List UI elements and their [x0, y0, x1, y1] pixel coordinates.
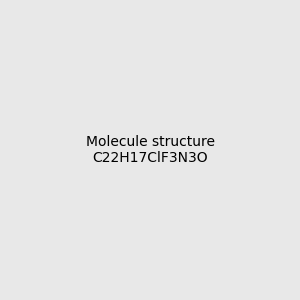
- Text: Molecule structure
C22H17ClF3N3O: Molecule structure C22H17ClF3N3O: [85, 135, 214, 165]
